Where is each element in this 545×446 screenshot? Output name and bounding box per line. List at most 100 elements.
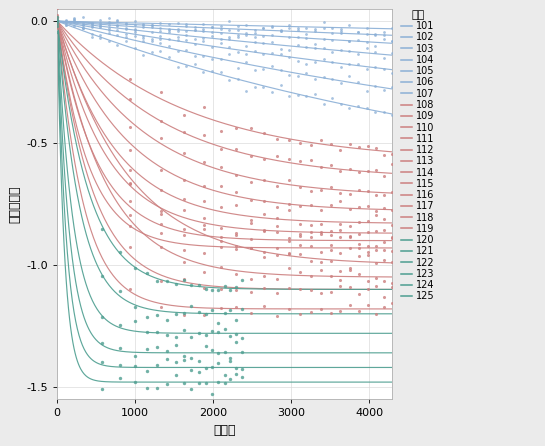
- Point: [306, 187, 315, 194]
- Point: [232, 304, 241, 311]
- Point: [388, 112, 397, 119]
- Y-axis label: 功率下降値: 功率下降値: [8, 185, 21, 223]
- Point: [295, 286, 304, 293]
- Point: [216, 22, 225, 29]
- Point: [220, 283, 229, 290]
- Point: [268, 23, 276, 30]
- Point: [276, 45, 285, 52]
- Point: [363, 187, 372, 194]
- Point: [201, 343, 210, 350]
- Point: [317, 266, 325, 273]
- Point: [354, 218, 363, 225]
- Point: [156, 303, 165, 310]
- Point: [162, 347, 171, 355]
- Point: [165, 26, 173, 33]
- Point: [388, 161, 397, 168]
- Point: [246, 235, 255, 242]
- Point: [326, 273, 335, 280]
- Point: [260, 211, 269, 218]
- Point: [380, 303, 389, 310]
- Point: [319, 101, 328, 108]
- Point: [179, 357, 188, 364]
- Point: [208, 328, 216, 335]
- Point: [354, 102, 362, 109]
- Point: [208, 24, 216, 31]
- Point: [165, 29, 173, 36]
- Point: [153, 343, 161, 351]
- Point: [362, 24, 371, 31]
- Point: [346, 234, 354, 241]
- Point: [214, 350, 223, 357]
- Point: [284, 238, 293, 245]
- Point: [216, 39, 225, 46]
- Point: [226, 354, 235, 361]
- Point: [232, 230, 241, 237]
- Point: [319, 55, 328, 62]
- Point: [259, 50, 268, 58]
- Point: [116, 288, 125, 295]
- Point: [130, 264, 139, 272]
- Point: [317, 289, 325, 297]
- Point: [194, 368, 203, 376]
- Point: [187, 334, 196, 341]
- Point: [354, 187, 363, 194]
- Point: [147, 48, 156, 55]
- Point: [190, 26, 199, 33]
- Point: [259, 83, 268, 90]
- Point: [139, 52, 148, 59]
- Point: [388, 299, 397, 306]
- Point: [295, 203, 304, 210]
- Point: [363, 251, 372, 258]
- Point: [98, 358, 106, 365]
- Point: [216, 237, 225, 244]
- Point: [246, 178, 255, 186]
- Point: [260, 177, 269, 184]
- Point: [116, 344, 125, 351]
- Point: [328, 36, 337, 43]
- Point: [295, 183, 304, 190]
- Point: [242, 43, 251, 50]
- Point: [53, 17, 62, 24]
- Point: [182, 28, 191, 35]
- Point: [162, 316, 171, 323]
- Point: [179, 129, 188, 136]
- Point: [380, 256, 389, 264]
- Point: [354, 144, 363, 151]
- Point: [153, 362, 161, 369]
- Point: [78, 25, 87, 32]
- Point: [362, 38, 371, 45]
- Point: [142, 269, 151, 276]
- Point: [87, 19, 96, 26]
- Point: [187, 281, 196, 288]
- Point: [156, 27, 165, 34]
- Point: [179, 326, 188, 333]
- Point: [173, 47, 182, 54]
- Point: [284, 306, 293, 313]
- Point: [171, 358, 180, 365]
- Point: [284, 155, 293, 162]
- Point: [126, 223, 135, 230]
- Point: [272, 289, 281, 296]
- Point: [216, 244, 225, 251]
- Point: [105, 14, 113, 21]
- Point: [317, 248, 325, 256]
- Point: [336, 64, 345, 71]
- Point: [259, 65, 268, 72]
- Point: [363, 249, 372, 256]
- Point: [199, 311, 208, 318]
- X-axis label: 小时数: 小时数: [214, 424, 236, 437]
- Point: [70, 16, 79, 23]
- Point: [346, 165, 354, 172]
- Point: [53, 21, 62, 28]
- Point: [233, 76, 242, 83]
- Point: [345, 38, 354, 45]
- Point: [380, 215, 389, 222]
- Point: [162, 355, 171, 363]
- Point: [246, 124, 255, 132]
- Point: [179, 309, 188, 316]
- Point: [179, 259, 188, 266]
- Point: [354, 78, 362, 85]
- Point: [379, 65, 388, 72]
- Point: [156, 277, 165, 285]
- Point: [179, 276, 188, 283]
